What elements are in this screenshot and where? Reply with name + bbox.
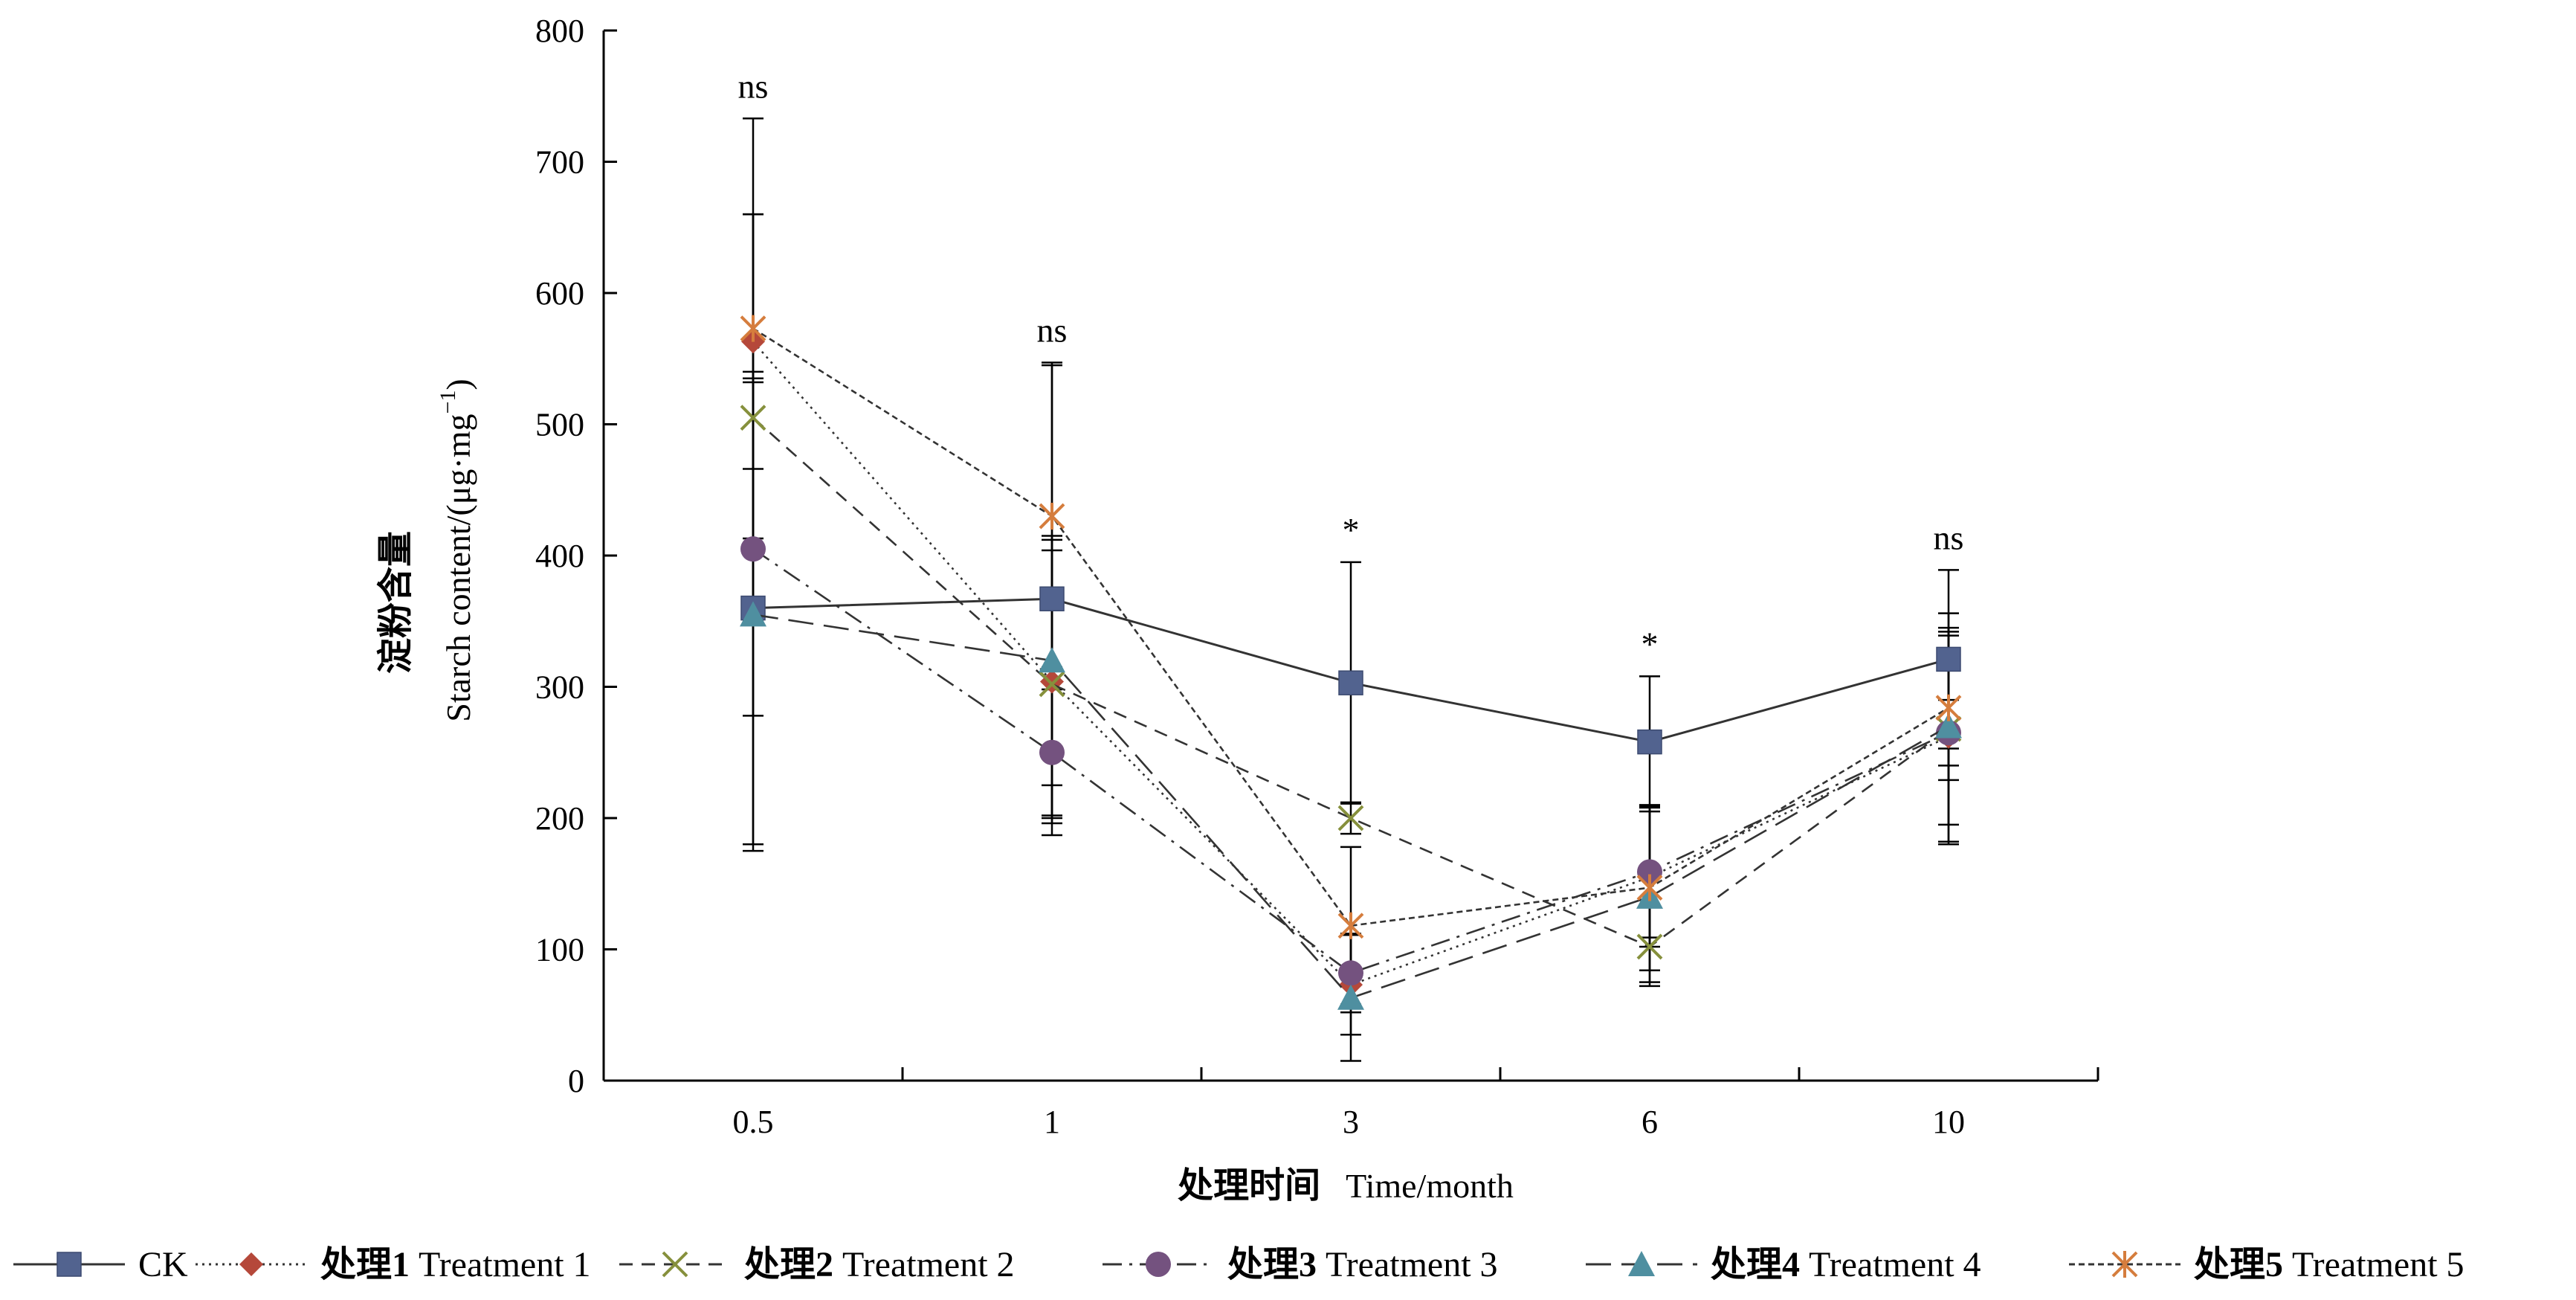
legend-marker [1146, 1252, 1171, 1277]
legend-item-0: CK [13, 1245, 188, 1284]
legend-label: 处理3 Treatment 3 [1227, 1245, 1498, 1284]
marker-triangle [1628, 1251, 1655, 1276]
legend-marker [1628, 1251, 1655, 1276]
marker-x-b [1337, 805, 1364, 831]
data-point [1337, 912, 1364, 939]
y-tick-label: 600 [535, 275, 584, 312]
data-point [1337, 984, 1364, 1010]
significance-annotations: ns ns * * ns [738, 67, 1964, 663]
series-line [752, 548, 1949, 974]
marker-triangle [1039, 647, 1065, 673]
data-point [1338, 960, 1363, 986]
significance-label: ns [738, 67, 769, 105]
y-axis-title-cn: 淀粉含量 [376, 531, 416, 674]
data-point [1935, 694, 1962, 721]
legend-item-3: 处理3 Treatment 3 [1103, 1245, 1498, 1284]
y-tick-label: 500 [535, 407, 584, 443]
x-tick-label: 0.5 [733, 1104, 774, 1140]
y-tick-label: 200 [535, 800, 584, 837]
legend-marker [57, 1252, 82, 1277]
y-tick-label: 100 [535, 932, 584, 968]
data-point [1636, 933, 1663, 960]
data-point [1039, 739, 1065, 765]
data-point [1039, 503, 1065, 530]
x-tick-label: 1 [1044, 1104, 1060, 1140]
data-point [740, 405, 766, 431]
marker-diamond [239, 1252, 263, 1276]
y-tick-label: 400 [535, 538, 584, 574]
data-point [1935, 712, 1962, 739]
marker-square [1637, 729, 1662, 755]
data-point [1039, 647, 1065, 673]
marker-square [57, 1252, 82, 1277]
data-point [1337, 805, 1364, 831]
x-tick-label: 10 [1932, 1104, 1965, 1140]
marker-triangle [1337, 984, 1364, 1010]
legend-item-5: 处理5 Treatment 5 [2069, 1245, 2464, 1284]
series-line [752, 327, 1949, 927]
marker-circle [740, 536, 766, 562]
data-point [1039, 671, 1065, 698]
legend-label: 处理5 Treatment 5 [2194, 1245, 2464, 1284]
marker-square [1936, 646, 1961, 672]
y-tick-label: 0 [568, 1063, 584, 1099]
series-line-group-0 [740, 586, 1961, 755]
legend-item-1: 处理1 Treatment 1 [196, 1245, 591, 1284]
axes: 0 100 200 300 400 500 600 700 800 0.5 1 3 6 10 [535, 13, 2099, 1140]
y-axis-title-en: Starch content/(μg·mg−1) [436, 379, 477, 722]
series-line-group-4 [740, 601, 1962, 1010]
data-point [1338, 670, 1363, 695]
x-tick-label: 3 [1343, 1104, 1359, 1140]
marker-circle [1637, 859, 1662, 885]
marker-triangle [1935, 712, 1962, 739]
marker-circle [1039, 739, 1065, 765]
legend-marker [2111, 1251, 2138, 1278]
y-tick-label: 300 [535, 669, 584, 706]
legend-label: CK [138, 1245, 188, 1284]
data-point [1637, 859, 1662, 885]
marker-circle [1146, 1252, 1171, 1277]
data-point [740, 601, 766, 627]
y-tick-label: 700 [535, 144, 584, 181]
marker-circle [1338, 960, 1363, 986]
plot-area [740, 118, 1962, 1062]
series-line-group-5 [740, 315, 1962, 939]
marker-square [1338, 670, 1363, 695]
legend-item-4: 处理4 Treatment 4 [1586, 1245, 1981, 1284]
marker-x-b [1636, 933, 1663, 960]
significance-label: * [1343, 511, 1360, 549]
x-axis-title: 处理时间 Time/month [1178, 1166, 1514, 1206]
data-point [1936, 646, 1961, 672]
legend-label: 处理2 Treatment 2 [744, 1245, 1015, 1284]
significance-label: * [1642, 625, 1659, 663]
legend-label: 处理4 Treatment 4 [1711, 1245, 1981, 1284]
marker-x-b [1039, 671, 1065, 698]
y-tick-label: 800 [535, 13, 584, 49]
data-point [1636, 874, 1663, 901]
legend: CK 处理1 Treatment 1 处理2 Treatment 2 处理3 Trea… [13, 1245, 2464, 1284]
marker-triangle [740, 601, 766, 627]
significance-label: ns [1934, 518, 1964, 556]
marker-x-b [740, 405, 766, 431]
data-point [740, 315, 766, 342]
significance-label: ns [1037, 312, 1068, 350]
data-point [1637, 729, 1662, 755]
data-point [1039, 586, 1065, 611]
data-point [740, 536, 766, 562]
marker-square [1039, 586, 1065, 611]
legend-marker [662, 1251, 688, 1278]
series-line-group-3 [740, 536, 1961, 986]
marker-x-b [662, 1251, 688, 1278]
legend-marker [239, 1252, 263, 1276]
x-tick-label: 6 [1642, 1104, 1658, 1140]
legend-label: 处理1 Treatment 1 [320, 1245, 591, 1284]
legend-item-2: 处理2 Treatment 2 [619, 1245, 1015, 1284]
